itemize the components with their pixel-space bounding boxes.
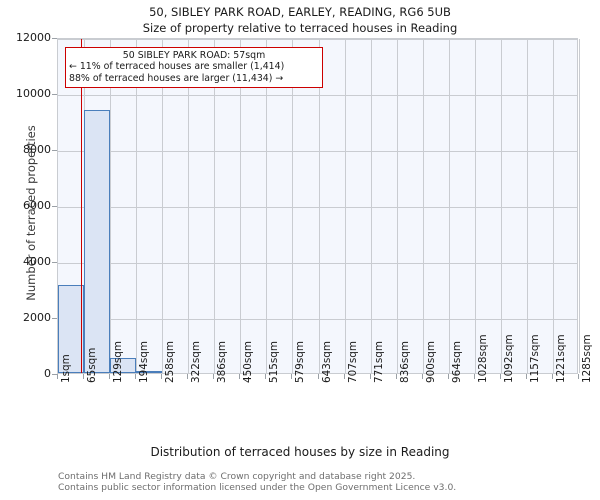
x-tick-label: 1221sqm	[554, 334, 567, 383]
gridline-vertical	[396, 39, 398, 373]
y-tick-mark	[52, 318, 57, 319]
x-tick-label: 515sqm	[268, 341, 281, 383]
histogram-bar	[110, 357, 137, 373]
gridline-vertical	[240, 39, 242, 373]
annotation-line-1: 50 SIBLEY PARK ROAD: 57sqm	[122, 50, 266, 61]
histogram-bar	[136, 370, 163, 373]
page-title: 50, SIBLEY PARK ROAD, EARLEY, READING, R…	[149, 5, 451, 19]
x-tick-mark	[57, 374, 58, 379]
footer-line-2: Contains public sector information licen…	[58, 482, 457, 493]
y-tick-mark	[52, 374, 57, 375]
x-axis-title: Distribution of terraced houses by size …	[150, 445, 450, 459]
x-tick-label: 194sqm	[138, 341, 151, 383]
x-tick-label: 65sqm	[86, 347, 99, 383]
x-tick-mark	[83, 374, 85, 379]
title-block: 50, SIBLEY PARK ROAD, EARLEY, READING, R…	[0, 4, 600, 36]
x-tick-mark	[473, 374, 475, 379]
y-tick-label: 6000	[23, 199, 51, 212]
gridline-vertical	[214, 39, 216, 373]
gridline-vertical	[422, 39, 424, 373]
gridline-horizontal	[58, 39, 577, 40]
y-tick-mark	[52, 206, 57, 207]
y-tick-label: 2000	[23, 311, 51, 324]
x-tick-label: 1157sqm	[528, 334, 541, 383]
x-tick-label: 386sqm	[216, 341, 229, 383]
x-tick-mark	[369, 374, 371, 379]
footer-line-1: Contains HM Land Registry data © Crown c…	[58, 471, 416, 482]
x-tick-label: 1285sqm	[581, 334, 593, 383]
x-tick-label: 579sqm	[294, 341, 307, 383]
x-tick-label: 1092sqm	[502, 334, 515, 383]
x-tick-label: 707sqm	[346, 341, 359, 383]
plot-area	[57, 38, 580, 374]
gridline-vertical	[318, 39, 320, 373]
gridline-vertical	[136, 39, 138, 373]
x-tick-label: 771sqm	[372, 341, 385, 383]
x-tick-mark	[135, 374, 137, 379]
gridline-vertical	[266, 39, 268, 373]
annotation-line-2: ← 11% of terraced houses are smaller (1,…	[69, 61, 285, 73]
x-tick-label: 1sqm	[60, 354, 72, 383]
y-tick-mark	[52, 38, 57, 39]
x-tick-label: 964sqm	[450, 341, 463, 383]
x-tick-label: 322sqm	[190, 341, 203, 383]
histogram-bar	[84, 110, 111, 373]
gridline-vertical	[526, 39, 528, 373]
y-tick-mark	[52, 262, 57, 263]
x-tick-mark	[109, 374, 111, 379]
x-tick-label: 643sqm	[320, 341, 333, 383]
gridline-horizontal	[58, 263, 577, 264]
y-tick-label: 4000	[23, 255, 51, 268]
gridline-horizontal	[58, 319, 577, 320]
gridline-vertical	[500, 39, 502, 373]
gridline-vertical	[474, 39, 476, 373]
annotation-box: 50 SIBLEY PARK ROAD: 57sqm ← 11% of terr…	[65, 47, 323, 89]
x-tick-mark	[421, 374, 423, 379]
x-tick-label: 1028sqm	[476, 334, 489, 383]
x-tick-mark	[395, 374, 397, 379]
x-tick-mark	[161, 374, 163, 379]
x-tick-mark	[317, 374, 319, 379]
y-tick-mark	[52, 94, 57, 95]
x-tick-mark	[291, 374, 293, 379]
gridline-vertical	[110, 39, 112, 373]
x-tick-label: 900sqm	[424, 341, 437, 383]
y-tick-label: 10000	[16, 87, 51, 100]
property-marker-line	[80, 39, 83, 373]
gridline-vertical	[344, 39, 346, 373]
y-tick-label: 8000	[23, 143, 51, 156]
x-tick-label: 450sqm	[242, 341, 255, 383]
gridline-vertical	[552, 39, 554, 373]
y-tick-label: 0	[44, 367, 51, 380]
x-tick-mark	[265, 374, 267, 379]
x-tick-label: 129sqm	[112, 341, 125, 383]
footer: Contains HM Land Registry data © Crown c…	[58, 471, 588, 493]
annotation-line-3: 88% of terraced houses are larger (11,43…	[69, 72, 284, 84]
x-tick-mark	[239, 374, 241, 379]
gridline-horizontal	[58, 151, 577, 152]
x-tick-mark	[447, 374, 449, 379]
gridline-vertical	[370, 39, 372, 373]
gridline-vertical	[188, 39, 190, 373]
gridline-horizontal	[58, 95, 577, 96]
gridline-vertical	[579, 39, 580, 373]
gridline-vertical	[162, 39, 164, 373]
gridline-vertical	[292, 39, 294, 373]
x-tick-label: 836sqm	[398, 341, 411, 383]
gridline-horizontal	[58, 207, 577, 208]
x-tick-mark	[343, 374, 345, 379]
x-tick-mark	[187, 374, 189, 379]
x-tick-mark	[578, 374, 579, 379]
x-tick-label: 258sqm	[164, 341, 177, 383]
histogram-bar	[58, 285, 85, 373]
x-tick-mark	[213, 374, 215, 379]
page-subtitle: Size of property relative to terraced ho…	[142, 21, 458, 35]
x-tick-mark	[525, 374, 527, 379]
gridline-vertical	[448, 39, 450, 373]
y-tick-mark	[52, 150, 57, 151]
x-tick-mark	[551, 374, 553, 379]
y-tick-label: 12000	[16, 31, 51, 44]
x-tick-mark	[499, 374, 501, 379]
